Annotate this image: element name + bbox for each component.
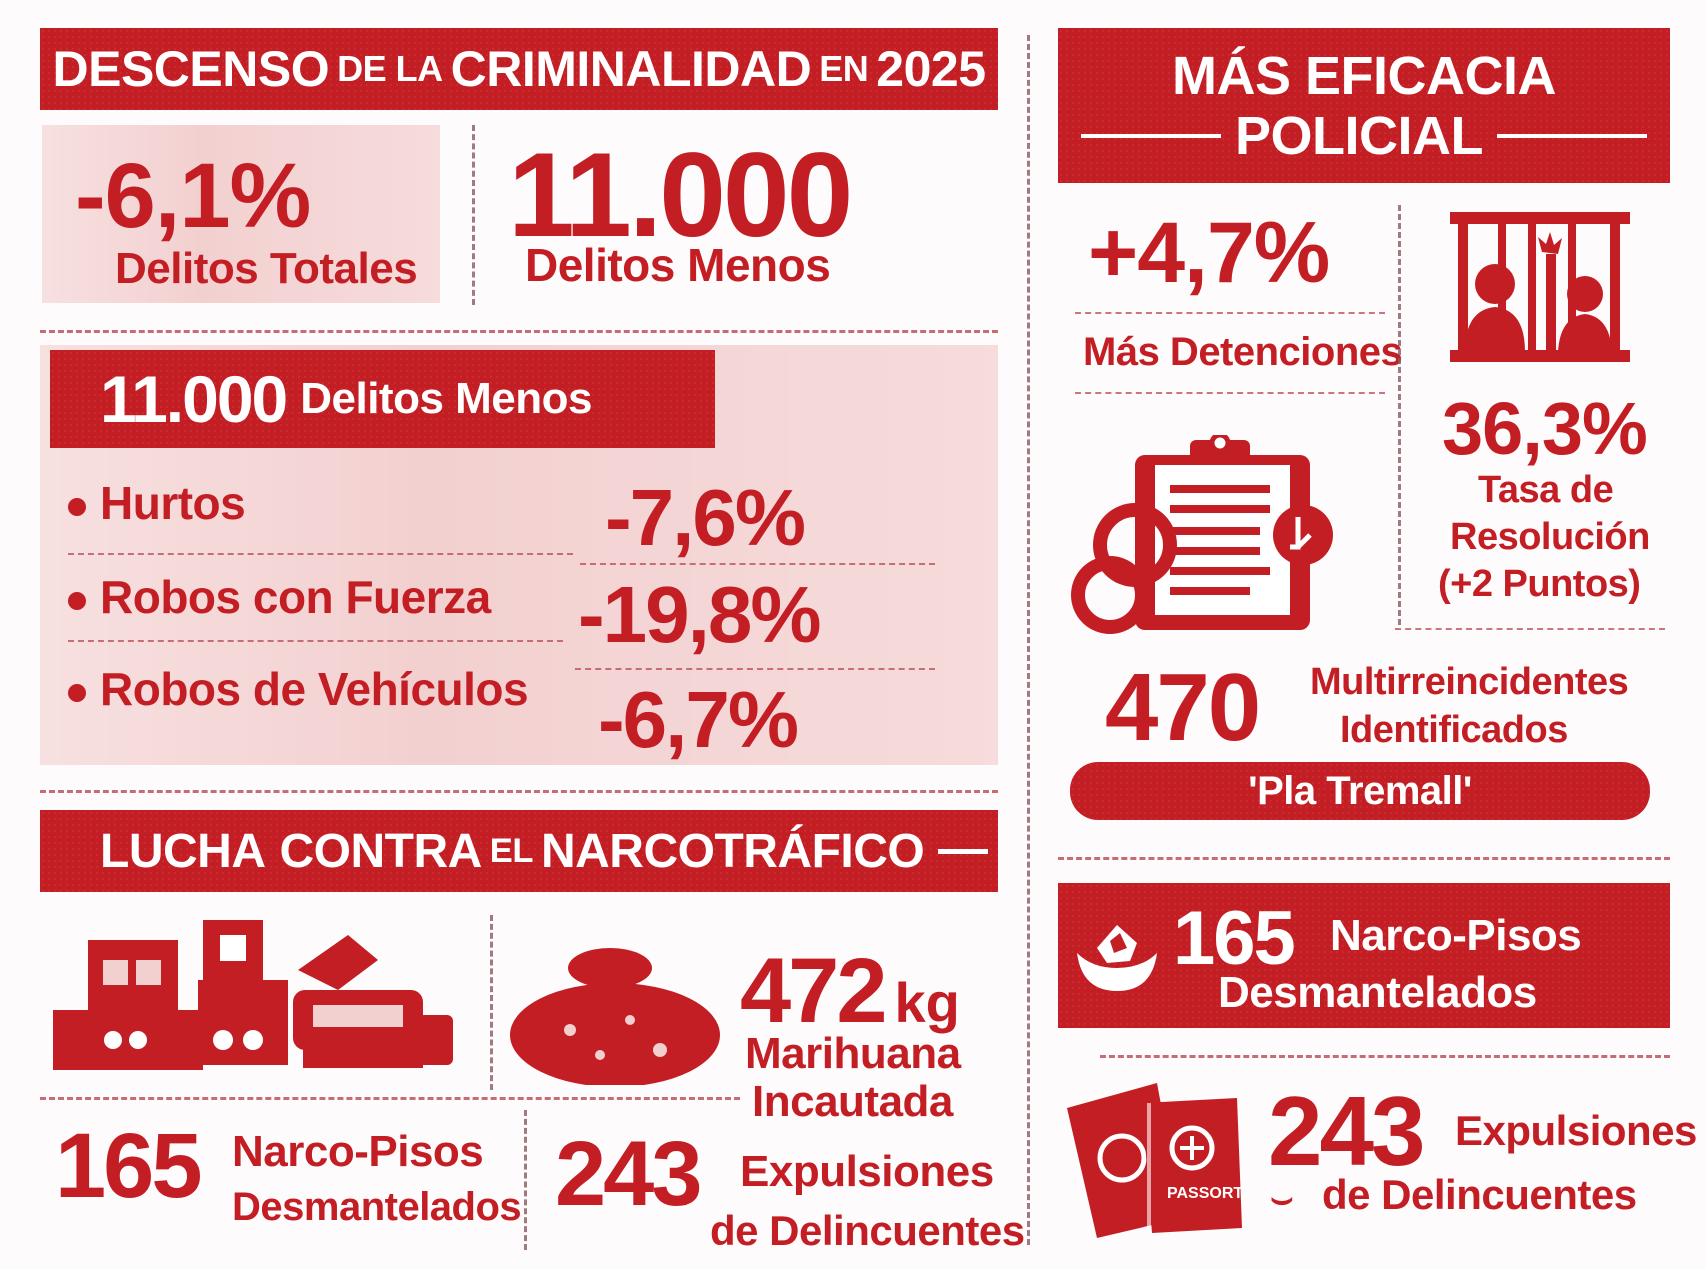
expulsions-label-line2: de Delincuentes (1322, 1171, 1637, 1218)
tilde-decoration: ⌣ (1270, 1177, 1294, 1218)
passport-text: PASSORT (1167, 1185, 1243, 1202)
narco-flats-value: 165 (55, 1115, 202, 1217)
row-divider (1395, 628, 1665, 630)
expulsions-label-line1: Expulsiones (740, 1147, 994, 1196)
expulsions-value: 243 (555, 1123, 702, 1225)
narco-flats-banner: 165 Narco-Pisos Desmantelados (1058, 883, 1670, 1028)
prison-bars-icon (1450, 212, 1630, 362)
expulsions-label-line1: Expulsiones (1455, 1107, 1697, 1154)
divider-horizontal (40, 790, 998, 793)
narco-flats-label-line2: Desmantelados (232, 1185, 522, 1229)
crime-item-value: -19,8% (578, 570, 821, 659)
stat-fewer-crimes-value: 11.000 (508, 128, 853, 262)
row-divider (1075, 392, 1385, 394)
divider-vertical (490, 915, 493, 1090)
drugs-number: 472 (740, 940, 887, 1042)
crime-item-label: Robos con Fuerza (100, 571, 491, 623)
row-divider (1075, 312, 1385, 314)
crime-item-label: Hurtos (100, 477, 246, 529)
crime-item-value: -6,7% (598, 675, 799, 764)
plan-tremall-banner: 'Pla Tremall' (1070, 762, 1650, 820)
line-decoration (1497, 133, 1647, 138)
crime-item-robos-fuerza: Robos con Fuerza (68, 572, 491, 623)
drug-packages-icon (48, 920, 458, 1075)
clipboard-handcuffs-icon (1070, 435, 1350, 635)
banner-label: Delitos Menos (300, 374, 593, 423)
title-word-lucha: Lucha (100, 824, 266, 878)
narco-flats-label-line2: Desmantelados (1218, 968, 1537, 1017)
crime-item-hurtos: Hurtos (68, 477, 246, 529)
section-banner-crime-decline: Descenso de la Criminalidad en 2025 (40, 28, 998, 110)
title-line2-row: Policial (1081, 109, 1647, 163)
title-word-de-la: de la (337, 48, 443, 89)
divider-vertical (524, 1110, 527, 1250)
title-word-el: el (489, 831, 534, 870)
narco-flats-value: 165 (1173, 896, 1296, 981)
drugs-label-line2: Incautada (752, 1077, 953, 1126)
resolution-label-line2: Resolución (1450, 516, 1650, 558)
narco-flats-label-line1: Narco-Pisos (232, 1127, 484, 1176)
divider-horizontal (1058, 857, 1670, 860)
title-line1: Más Eficacia (1172, 45, 1557, 106)
resolution-label-line3: (+2 Puntos) (1438, 563, 1641, 605)
divider-vertical (472, 125, 475, 305)
resolution-label-line1: Tasa de (1478, 469, 1614, 511)
drugs-value: 472 kg (740, 945, 960, 1037)
column-divider (1027, 35, 1030, 1245)
narco-flats-label-line1: Narco-Pisos (1330, 911, 1582, 960)
crime-item-value: -7,6% (605, 473, 806, 562)
section-banner-fewer-crimes: 11.000 Delitos Menos (50, 350, 715, 448)
repeat-offenders-label-line2: Identificados (1340, 709, 1568, 751)
section-banner-narcotrafficking: Lucha Contra el Narcotráfico (40, 810, 998, 892)
bullet-icon (68, 591, 86, 610)
crime-item-label: Robos de Vehículos (100, 663, 529, 715)
detentions-value: +4,7% (1088, 205, 1330, 301)
row-divider (580, 563, 935, 565)
title-word-criminalidad: Criminalidad (450, 41, 812, 97)
detentions-label: Más Detenciones (1083, 330, 1403, 374)
stat-fewer-crimes-label: Delitos Menos (525, 239, 831, 291)
title-word-contra: Contra (279, 824, 482, 878)
bullet-icon (68, 683, 86, 702)
divider-horizontal (1100, 1055, 1670, 1058)
title-word-narcotrafico: Narcotráfico (540, 824, 925, 878)
row-divider (68, 640, 563, 642)
stat-total-crimes-label: Delitos Totales (115, 244, 418, 293)
drug-sack-icon (510, 940, 730, 1085)
drugs-label-line1: Marihuana (745, 1029, 961, 1078)
expulsions-label-line2: de Delincuentes (710, 1207, 1025, 1254)
row-divider (575, 668, 935, 670)
dash-decoration (938, 848, 989, 854)
divider-horizontal (40, 330, 998, 333)
divider-horizontal (40, 1097, 740, 1100)
repeat-offenders-label-line1: Multirreincidentes (1310, 661, 1629, 703)
row-divider (68, 553, 573, 555)
stat-total-crimes-value: -6,1% (75, 145, 311, 247)
title-word-year: 2025 (876, 41, 986, 97)
hand-house-icon (1072, 913, 1162, 993)
plan-tremall-label: 'Pla Tremall' (1248, 768, 1472, 813)
title-word-descenso: Descenso (52, 41, 330, 97)
passports-icon: PASSORT (1062, 1078, 1272, 1238)
line-decoration (1081, 133, 1221, 138)
bullet-icon (68, 497, 86, 516)
title-line2: Policial (1235, 105, 1484, 166)
banner-number: 11.000 (100, 362, 288, 436)
divider-vertical (1398, 205, 1401, 625)
expulsions-value: 243 (1268, 1076, 1426, 1186)
repeat-offenders-value: 470 (1105, 654, 1261, 761)
drugs-unit: kg (894, 971, 960, 1034)
title-word-en: en (819, 48, 869, 89)
section-banner-police-efficacy: Más Eficacia Policial (1058, 28, 1670, 183)
resolution-value: 36,3% (1442, 387, 1648, 470)
crime-item-robos-vehiculos: Robos de Vehículos (68, 663, 529, 715)
stat-total-crimes-panel (42, 125, 440, 303)
